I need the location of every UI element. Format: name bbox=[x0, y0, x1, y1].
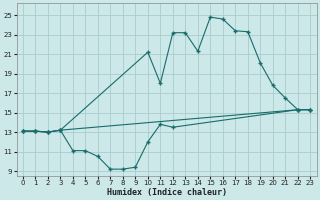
X-axis label: Humidex (Indice chaleur): Humidex (Indice chaleur) bbox=[107, 188, 227, 197]
